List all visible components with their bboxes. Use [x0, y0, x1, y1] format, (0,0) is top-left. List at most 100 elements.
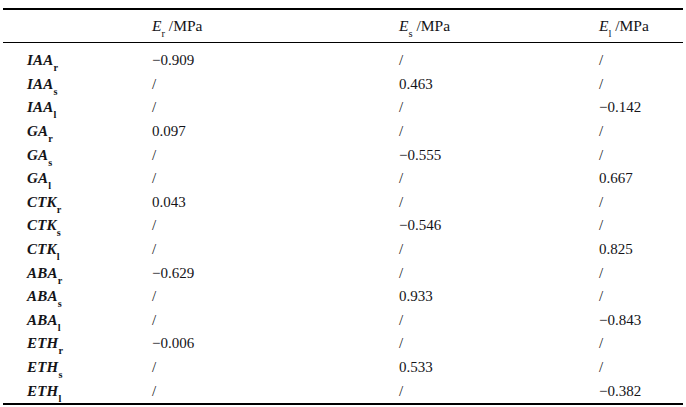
col-header-unit: /MPa: [165, 17, 202, 34]
row-label: GAs: [3, 143, 152, 167]
row-label-subscript: r: [48, 133, 53, 144]
row-label-text: ETH: [27, 383, 58, 399]
value-cell: /: [152, 73, 399, 97]
value-cell: 0.533: [399, 356, 599, 380]
table-row: GAl//0.667: [3, 167, 683, 191]
value-cell: /: [599, 332, 683, 356]
table-row: GAs/−0.555/: [3, 143, 683, 167]
value-cell: /: [152, 379, 399, 404]
value-cell: −0.142: [599, 96, 683, 120]
value-cell: /: [152, 285, 399, 309]
value-cell: −0.843: [599, 309, 683, 333]
value-cell: /: [152, 309, 399, 333]
row-label: IAAr: [3, 43, 152, 73]
value-cell: /: [399, 167, 599, 191]
value-cell: 0.043: [152, 191, 399, 215]
row-label-subscript: s: [58, 298, 62, 309]
row-label-subscript: s: [48, 157, 52, 168]
col-header-el: El /MPa: [599, 9, 683, 43]
value-cell: /: [599, 285, 683, 309]
row-label: GAr: [3, 120, 152, 144]
row-label-subscript: s: [58, 369, 62, 380]
table-row: CTKl//0.825: [3, 238, 683, 262]
table-row: ABAl//−0.843: [3, 309, 683, 333]
col-header-subscript: l: [608, 28, 611, 39]
value-cell: /: [399, 261, 599, 285]
value-cell: −0.006: [152, 332, 399, 356]
row-label: IAAl: [3, 96, 152, 120]
row-label: IAAs: [3, 73, 152, 97]
row-label-text: IAA: [27, 52, 53, 68]
row-label-text: ABA: [27, 312, 58, 328]
value-cell: /: [599, 214, 683, 238]
row-label-subscript: r: [58, 275, 63, 286]
row-label-text: GA: [27, 170, 48, 186]
row-label-header-empty: [3, 9, 152, 43]
value-cell: /: [399, 43, 599, 73]
col-header-subscript: s: [408, 28, 412, 39]
value-cell: /: [599, 73, 683, 97]
table-body: IAAr−0.909//IAAs/0.463/IAAl//−0.142GAr0.…: [3, 43, 683, 404]
paper-table-page: Er /MPa Es /MPa El /MPa IAAr−0.909//IAAs…: [0, 0, 686, 407]
value-cell: /: [152, 356, 399, 380]
row-label: ETHl: [3, 379, 152, 404]
value-cell: /: [152, 96, 399, 120]
value-cell: /: [399, 191, 599, 215]
value-cell: /: [399, 332, 599, 356]
row-label-text: GA: [27, 123, 48, 139]
row-label-subscript: s: [53, 86, 57, 97]
row-label: CTKs: [3, 214, 152, 238]
row-label-text: GA: [27, 147, 48, 163]
table-row: IAAl//−0.142: [3, 96, 683, 120]
row-label-text: ABA: [27, 265, 58, 281]
row-label-text: ETH: [27, 335, 58, 351]
row-label: ABAs: [3, 285, 152, 309]
table-row: ETHr−0.006//: [3, 332, 683, 356]
row-label-subscript: l: [58, 322, 61, 333]
table-row: ETHs/0.533/: [3, 356, 683, 380]
col-header-subscript: r: [161, 28, 165, 39]
row-label: CTKl: [3, 238, 152, 262]
value-cell: /: [599, 143, 683, 167]
row-label: ABAl: [3, 309, 152, 333]
row-label-text: CTK: [27, 194, 57, 210]
table-row: ABAs/0.933/: [3, 285, 683, 309]
value-cell: −0.629: [152, 261, 399, 285]
value-cell: 0.097: [152, 120, 399, 144]
correlation-table: Er /MPa Es /MPa El /MPa IAAr−0.909//IAAs…: [3, 8, 683, 405]
row-label-subscript: l: [57, 251, 60, 262]
value-cell: /: [599, 191, 683, 215]
row-label-subscript: l: [48, 180, 51, 191]
header-row: Er /MPa Es /MPa El /MPa: [3, 9, 683, 43]
row-label-text: IAA: [27, 99, 53, 115]
value-cell: /: [399, 238, 599, 262]
value-cell: 0.463: [399, 73, 599, 97]
value-cell: 0.825: [599, 238, 683, 262]
value-cell: /: [152, 167, 399, 191]
value-cell: /: [152, 143, 399, 167]
row-label: ABAr: [3, 261, 152, 285]
row-label-text: ETH: [27, 359, 58, 375]
col-header-er: Er /MPa: [152, 9, 399, 43]
table-row: IAAs/0.463/: [3, 73, 683, 97]
value-cell: /: [399, 309, 599, 333]
value-cell: /: [152, 238, 399, 262]
col-header-es: Es /MPa: [399, 9, 599, 43]
value-cell: 0.933: [399, 285, 599, 309]
row-label-text: CTK: [27, 241, 57, 257]
value-cell: −0.546: [399, 214, 599, 238]
row-label-subscript: r: [53, 62, 58, 73]
table-row: GAr0.097//: [3, 120, 683, 144]
value-cell: −0.555: [399, 143, 599, 167]
value-cell: /: [152, 214, 399, 238]
value-cell: /: [399, 379, 599, 404]
value-cell: /: [599, 43, 683, 73]
value-cell: /: [599, 261, 683, 285]
value-cell: /: [599, 120, 683, 144]
col-header-unit: /MPa: [611, 17, 648, 34]
table-row: CTKs/−0.546/: [3, 214, 683, 238]
value-cell: /: [399, 96, 599, 120]
table-row: CTKr0.043//: [3, 191, 683, 215]
value-cell: /: [399, 120, 599, 144]
table-row: ETHl//−0.382: [3, 379, 683, 404]
